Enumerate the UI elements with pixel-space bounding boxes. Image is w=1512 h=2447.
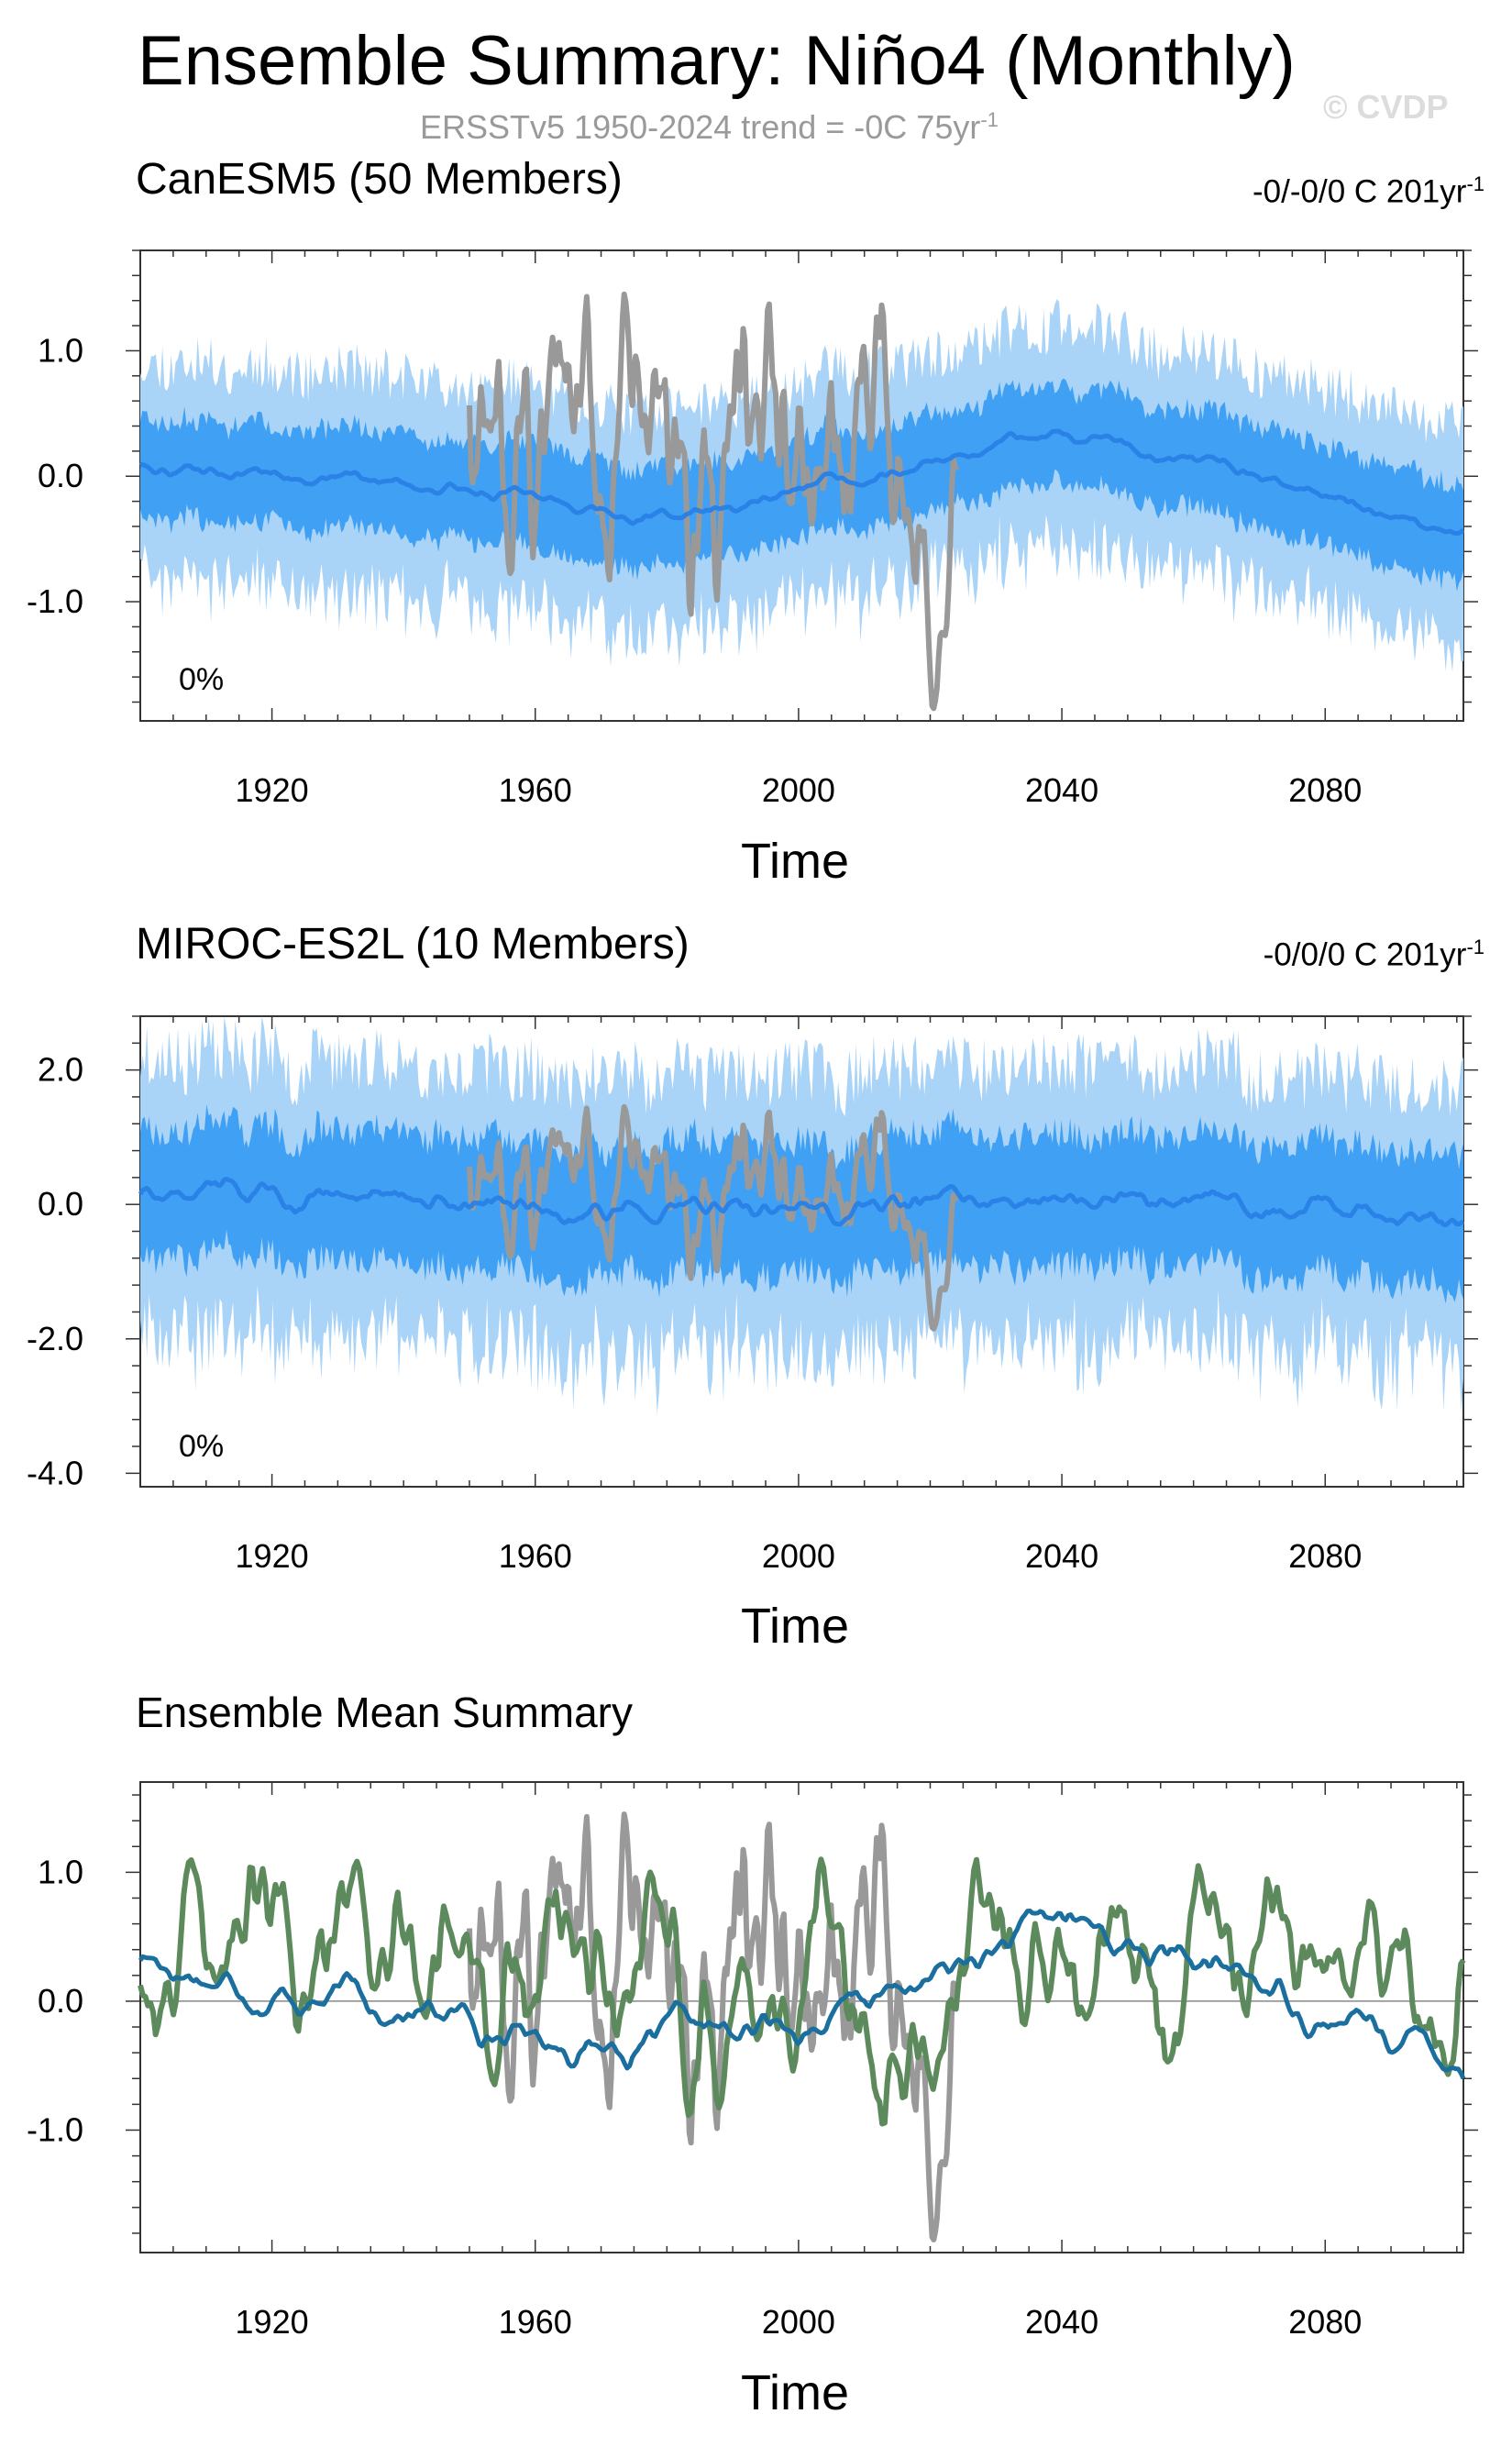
- y-tick-label: -4.0: [27, 1454, 83, 1491]
- y-tick-label: 0.0: [38, 457, 83, 494]
- x-tick-label: 1960: [499, 2303, 572, 2341]
- x-tick-label: 1920: [236, 1537, 309, 1575]
- subtitle-superscript: -1: [980, 108, 999, 131]
- panel-title-miroc: MIROC-ES2L (10 Members): [136, 920, 690, 969]
- miroc-mean-line: [138, 1856, 1466, 2127]
- y-tick-label: 1.0: [38, 331, 83, 369]
- x-axis-title-ensemble-mean: Time: [741, 2365, 849, 2420]
- y-tick-label: 0.0: [38, 1982, 83, 2020]
- x-tick-label: 1960: [499, 1537, 572, 1575]
- y-tick-label: 0.0: [38, 1185, 83, 1223]
- ensemble-mean-line: [138, 1177, 1465, 1228]
- watermark: © CVDP: [1323, 88, 1449, 126]
- chart-ensemble-mean: 1920 1960 2000 2040 2080 1.0 0.0 -1.0: [27, 1781, 1478, 2341]
- observations-line: [467, 1103, 959, 1332]
- x-tick-label: 2080: [1288, 2303, 1362, 2341]
- y-tick-label: 2.0: [38, 1051, 83, 1089]
- x-tick-label: 1920: [236, 771, 309, 809]
- subtitle: ERSSTv5 1950-2024 trend = -0C 75yr-1: [420, 108, 999, 147]
- subtitle-text: ERSSTv5 1950-2024 trend = -0C 75yr: [420, 108, 981, 146]
- x-tick-label: 2000: [762, 1537, 835, 1575]
- trend-superscript-miroc: -1: [1466, 936, 1484, 958]
- axes-group: 1920 1960 2000 2040 2080 1.0 0.0 -1.0: [27, 249, 1478, 809]
- ensemble-mean-line: [138, 428, 1465, 537]
- x-tick-label: 2040: [1025, 2303, 1098, 2341]
- trend-label-miroc: -0/0/0 C 201yr-1: [1264, 936, 1484, 974]
- canesm5-mean-line: [138, 1909, 1466, 2080]
- x-axis-title-miroc: Time: [741, 1599, 849, 1654]
- y-tick-label: -1.0: [27, 2110, 83, 2148]
- plot-frame: [139, 1781, 1464, 2253]
- percent-label-canesm5: 0%: [179, 662, 225, 697]
- x-axis-title-canesm5: Time: [741, 834, 849, 889]
- trend-label-canesm5: -0/-0/0 C 201yr-1: [1253, 172, 1484, 211]
- panel-title-canesm5: CanESM5 (50 Members): [136, 155, 623, 204]
- y-tick-label: 1.0: [38, 1853, 83, 1890]
- main-title: Ensemble Summary: Niño4 (Monthly): [138, 22, 1296, 100]
- percent-label-miroc: 0%: [179, 1429, 225, 1464]
- x-tick-label: 2040: [1025, 771, 1098, 809]
- axes-group: 1920 1960 2000 2040 2080 1.0 0.0 -1.0: [27, 1781, 1478, 2341]
- x-tick-label: 1920: [236, 2303, 309, 2341]
- trend-text-miroc: -0/0/0 C 201yr: [1263, 936, 1467, 973]
- chart-canesm5: 1920 1960 2000 2040 2080 1.0 0.0 -1.0: [27, 249, 1478, 809]
- x-tick-label: 2000: [762, 771, 835, 809]
- x-tick-label: 2080: [1288, 1537, 1362, 1575]
- y-tick-label: -2.0: [27, 1320, 83, 1357]
- chart-miroc: 1920 1960 2000 2040 2080 2.0 0.0 -2.0 -4.0: [27, 1015, 1478, 1575]
- y-tick-label: -1.0: [27, 582, 83, 620]
- x-tick-label: 2000: [762, 2303, 835, 2341]
- trend-text-canesm5: -0/-0/0 C 201yr: [1253, 173, 1467, 210]
- panel-title-ensemble-mean: Ensemble Mean Summary: [136, 1689, 633, 1736]
- x-tick-label: 1960: [499, 771, 572, 809]
- trend-superscript-canesm5: -1: [1466, 172, 1484, 195]
- x-tick-label: 2040: [1025, 1537, 1098, 1575]
- axes-group: 1920 1960 2000 2040 2080 2.0 0.0 -2.0 -4.0: [27, 1015, 1478, 1575]
- x-tick-label: 2080: [1288, 771, 1362, 809]
